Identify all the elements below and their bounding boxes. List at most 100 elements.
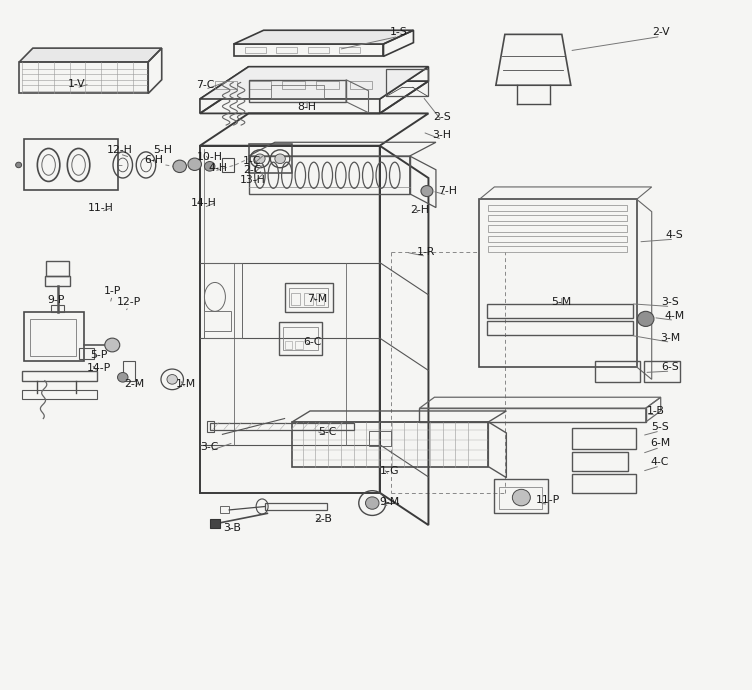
Bar — [210, 423, 353, 430]
Bar — [30, 319, 76, 356]
Bar — [350, 81, 372, 89]
Bar — [23, 371, 97, 381]
Circle shape — [188, 158, 202, 170]
Text: 12-H: 12-H — [107, 145, 132, 155]
Bar — [488, 226, 627, 232]
Bar — [644, 362, 681, 382]
Text: 1-V: 1-V — [68, 79, 85, 89]
Bar — [487, 321, 633, 335]
Bar — [210, 519, 220, 529]
Circle shape — [365, 497, 379, 509]
Text: 9-P: 9-P — [47, 295, 65, 306]
Text: 11-H: 11-H — [88, 203, 114, 213]
Bar — [200, 146, 380, 493]
Text: 6-S: 6-S — [662, 362, 679, 372]
Text: 2-B: 2-B — [314, 514, 332, 524]
Bar — [24, 139, 117, 190]
Bar — [249, 144, 292, 173]
Bar — [488, 236, 627, 242]
Bar — [488, 246, 627, 253]
Text: 1-C: 1-C — [243, 156, 262, 166]
Bar — [249, 81, 271, 89]
Bar — [339, 48, 360, 53]
Text: 2-C: 2-C — [243, 166, 262, 175]
Circle shape — [173, 160, 186, 172]
Bar — [271, 86, 323, 97]
Circle shape — [105, 338, 120, 352]
Text: 5-C: 5-C — [318, 426, 336, 437]
Bar — [205, 262, 242, 338]
Bar — [207, 421, 214, 431]
Bar — [249, 156, 410, 194]
Bar — [23, 391, 97, 399]
Bar — [295, 341, 302, 349]
Bar — [499, 486, 542, 509]
Text: 4-C: 4-C — [650, 457, 669, 467]
Bar — [51, 305, 65, 312]
Text: 4-M: 4-M — [664, 311, 684, 321]
Bar — [282, 81, 305, 89]
Bar — [79, 348, 94, 359]
Text: 14-P: 14-P — [86, 364, 111, 373]
Bar — [265, 503, 326, 510]
Text: 1-M: 1-M — [175, 380, 196, 389]
Bar — [494, 479, 548, 513]
Polygon shape — [234, 30, 414, 44]
Bar — [487, 304, 633, 317]
Text: 3-S: 3-S — [662, 297, 679, 307]
Text: 5-H: 5-H — [153, 145, 172, 155]
Circle shape — [255, 154, 265, 164]
Text: 1-G: 1-G — [380, 466, 399, 477]
Bar — [245, 48, 266, 53]
Text: 1-P: 1-P — [104, 286, 121, 297]
Polygon shape — [200, 67, 429, 99]
Text: 10-H: 10-H — [197, 152, 223, 162]
Bar — [595, 362, 640, 382]
Bar — [488, 215, 627, 221]
Bar — [283, 327, 317, 351]
Text: 8-H: 8-H — [298, 101, 317, 112]
Text: 6-M: 6-M — [650, 438, 670, 449]
Bar — [47, 261, 69, 276]
Polygon shape — [20, 48, 162, 62]
Text: 2-H: 2-H — [410, 206, 429, 215]
Circle shape — [205, 161, 215, 171]
Text: 7-C: 7-C — [196, 80, 214, 90]
Circle shape — [16, 162, 22, 168]
Text: 1-B: 1-B — [647, 406, 666, 416]
Text: 12-P: 12-P — [117, 297, 141, 307]
Bar — [304, 293, 313, 305]
Text: 11-P: 11-P — [536, 495, 560, 505]
Text: 6-C: 6-C — [303, 337, 322, 346]
Circle shape — [167, 375, 177, 384]
Text: 13-H: 13-H — [239, 175, 265, 185]
Text: 7-H: 7-H — [438, 186, 456, 196]
Bar — [223, 158, 235, 172]
Bar — [123, 361, 135, 382]
Bar — [284, 283, 333, 312]
Bar — [278, 322, 322, 355]
Bar — [387, 69, 428, 96]
Bar — [289, 288, 328, 307]
Bar — [316, 293, 323, 305]
Text: 9-M: 9-M — [379, 497, 399, 507]
Bar — [220, 506, 229, 513]
Bar — [24, 312, 83, 362]
Bar — [572, 428, 636, 448]
Text: 1-S: 1-S — [390, 28, 408, 37]
Text: 6-H: 6-H — [144, 155, 163, 165]
Bar — [316, 81, 338, 89]
Bar — [291, 293, 300, 305]
Text: 2-V: 2-V — [652, 28, 669, 37]
Text: 3-B: 3-B — [223, 523, 241, 533]
Text: 2-S: 2-S — [433, 112, 450, 122]
Text: 5-S: 5-S — [651, 422, 669, 432]
Text: 3-H: 3-H — [432, 130, 451, 140]
Circle shape — [117, 373, 128, 382]
Bar — [45, 276, 71, 286]
Text: 7-M: 7-M — [308, 294, 328, 304]
Bar — [205, 310, 231, 331]
Circle shape — [421, 186, 433, 197]
Text: 3-C: 3-C — [201, 442, 219, 452]
Text: 4-H: 4-H — [208, 164, 227, 173]
